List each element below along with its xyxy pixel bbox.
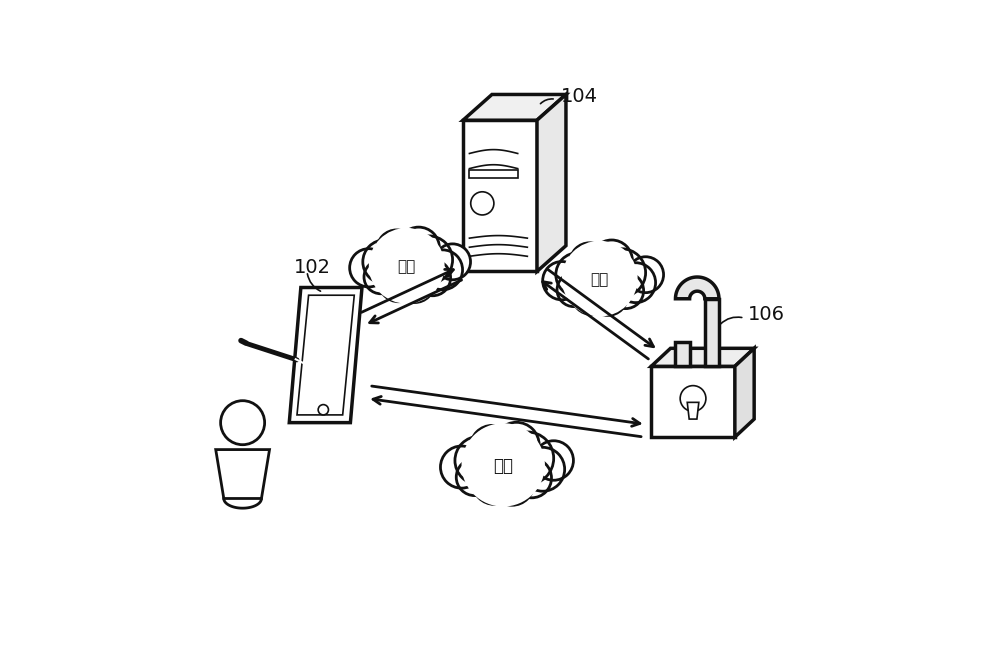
Circle shape — [423, 250, 463, 289]
Polygon shape — [651, 349, 754, 366]
Text: 网络: 网络 — [591, 272, 609, 287]
Polygon shape — [651, 366, 735, 437]
Text: 106: 106 — [748, 305, 785, 324]
Circle shape — [591, 240, 632, 282]
Circle shape — [608, 273, 644, 309]
Circle shape — [616, 263, 656, 302]
Polygon shape — [735, 349, 754, 437]
Circle shape — [470, 434, 536, 500]
Circle shape — [377, 230, 417, 270]
Circle shape — [369, 228, 445, 304]
Circle shape — [521, 447, 565, 491]
Circle shape — [471, 192, 494, 215]
Circle shape — [572, 275, 612, 315]
Polygon shape — [687, 402, 699, 419]
Circle shape — [398, 227, 439, 269]
Circle shape — [556, 252, 600, 297]
Circle shape — [598, 249, 646, 297]
Circle shape — [221, 400, 265, 445]
Circle shape — [415, 260, 451, 296]
Circle shape — [490, 461, 534, 506]
Circle shape — [680, 386, 706, 411]
Circle shape — [494, 422, 539, 468]
Circle shape — [364, 260, 398, 294]
Circle shape — [570, 251, 630, 311]
Polygon shape — [289, 288, 362, 422]
Polygon shape — [675, 342, 690, 366]
Circle shape — [318, 404, 328, 415]
Polygon shape — [463, 95, 566, 120]
Circle shape — [395, 263, 435, 302]
Circle shape — [472, 461, 516, 504]
Polygon shape — [216, 450, 270, 498]
Polygon shape — [705, 299, 719, 366]
Circle shape — [379, 262, 419, 302]
Polygon shape — [297, 295, 354, 415]
Circle shape — [562, 241, 638, 317]
Circle shape — [435, 244, 471, 280]
Text: 104: 104 — [561, 86, 598, 106]
Text: 网络: 网络 — [398, 259, 416, 274]
Circle shape — [350, 249, 388, 287]
Circle shape — [363, 240, 407, 284]
Circle shape — [512, 458, 551, 498]
Circle shape — [534, 441, 573, 480]
Circle shape — [628, 257, 664, 293]
Circle shape — [501, 432, 554, 485]
Polygon shape — [675, 277, 719, 299]
Circle shape — [456, 459, 493, 496]
Circle shape — [557, 273, 591, 306]
Polygon shape — [537, 95, 566, 271]
Text: 网络: 网络 — [493, 457, 513, 475]
Circle shape — [377, 238, 437, 298]
Text: 102: 102 — [294, 258, 331, 277]
Circle shape — [440, 446, 483, 488]
Circle shape — [405, 236, 453, 284]
Circle shape — [543, 262, 581, 300]
Circle shape — [470, 425, 514, 469]
Circle shape — [588, 275, 628, 315]
Circle shape — [455, 436, 503, 485]
Polygon shape — [463, 120, 537, 271]
Circle shape — [570, 243, 610, 283]
Circle shape — [462, 423, 545, 507]
